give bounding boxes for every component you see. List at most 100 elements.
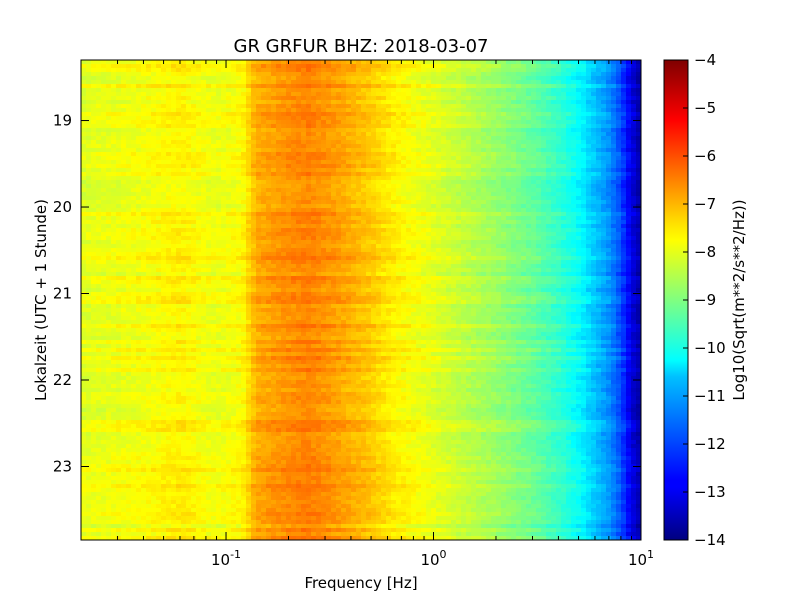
heatmap-cell [101,148,107,153]
heatmap-cell [176,236,182,241]
heatmap-cell [186,196,192,201]
heatmap-cell [221,468,227,473]
heatmap-cell [201,516,207,521]
heatmap-cell [116,336,122,341]
heatmap-cell [286,312,292,317]
heatmap-cell [91,328,97,333]
heatmap-cell [171,80,177,85]
heatmap-cell [96,476,102,481]
heatmap-cell [121,356,127,361]
heatmap-cell [96,208,102,213]
heatmap-cell [201,156,207,161]
heatmap-cell [101,472,107,477]
heatmap-cell [221,500,227,505]
heatmap-cell [211,180,217,185]
heatmap-cell [91,96,97,101]
heatmap-cell [261,520,267,525]
heatmap-cell [111,444,117,449]
heatmap-cell [146,92,152,97]
heatmap-cell [106,512,112,517]
heatmap-cell [201,116,207,121]
heatmap-cell [211,96,217,101]
heatmap-cell [191,484,197,489]
heatmap-cell [176,488,182,493]
heatmap-cell [201,496,207,501]
heatmap-cell [86,332,92,337]
heatmap-cell [171,220,177,225]
heatmap-cell [241,212,247,217]
heatmap-cell [286,88,292,93]
heatmap-cell [186,444,192,449]
heatmap-cell [106,480,112,485]
heatmap-cell [246,448,252,453]
heatmap-cell [286,344,292,349]
heatmap-cell [196,232,202,237]
heatmap-cell [236,444,242,449]
heatmap-cell [151,400,157,405]
heatmap-cell [86,520,92,525]
heatmap-cell [126,472,132,477]
heatmap-cell [186,464,192,469]
heatmap-cell [161,136,167,141]
heatmap-cell [81,140,87,145]
heatmap-cell [186,504,192,509]
heatmap-cell [216,76,222,81]
heatmap-cell [151,408,157,413]
heatmap-cell [196,488,202,493]
heatmap-cell [181,472,187,477]
heatmap-cell [111,404,117,409]
heatmap-cell [111,396,117,401]
heatmap-cell [161,156,167,161]
heatmap-cell [231,256,237,261]
heatmap-cell [216,300,222,305]
heatmap-cell [221,320,227,325]
heatmap-cell [211,144,217,149]
heatmap-cell [196,316,202,321]
heatmap-cell [251,152,257,157]
heatmap-cell [271,496,277,501]
heatmap-cell [216,380,222,385]
heatmap-cell [81,280,87,285]
heatmap-cell [196,420,202,425]
heatmap-cell [86,260,92,265]
heatmap-cell [131,152,137,157]
heatmap-cell [131,248,137,253]
heatmap-cell [196,500,202,505]
heatmap-cell [241,168,247,173]
heatmap-cell [181,224,187,229]
heatmap-cell [211,320,217,325]
heatmap-cell [236,260,242,265]
heatmap-cell [126,256,132,261]
heatmap-cell [116,248,122,253]
heatmap-cell [91,60,97,65]
heatmap-cell [181,176,187,181]
heatmap-cell [256,208,262,213]
heatmap-cell [126,60,132,65]
heatmap-cell [146,132,152,137]
heatmap-cell [181,96,187,101]
heatmap-cell [171,60,177,65]
heatmap-cell [146,204,152,209]
heatmap-cell [146,384,152,389]
heatmap-cell [101,452,107,457]
heatmap-cell [256,328,262,333]
heatmap-cell [116,80,122,85]
heatmap-cell [126,136,132,141]
heatmap-cell [211,128,217,133]
heatmap-cell [206,240,212,245]
heatmap-cell [86,68,92,73]
heatmap-cell [266,436,272,441]
heatmap-cell [86,244,92,249]
heatmap-cell [86,408,92,413]
heatmap-cell [206,336,212,341]
heatmap-cell [276,128,282,133]
heatmap-cell [261,64,267,69]
heatmap-cell [286,268,292,273]
heatmap-cell [181,252,187,257]
heatmap-cell [196,424,202,429]
heatmap-cell [131,292,137,297]
heatmap-cell [211,468,217,473]
heatmap-cell [271,92,277,97]
heatmap-cell [81,308,87,313]
heatmap-cell [91,156,97,161]
